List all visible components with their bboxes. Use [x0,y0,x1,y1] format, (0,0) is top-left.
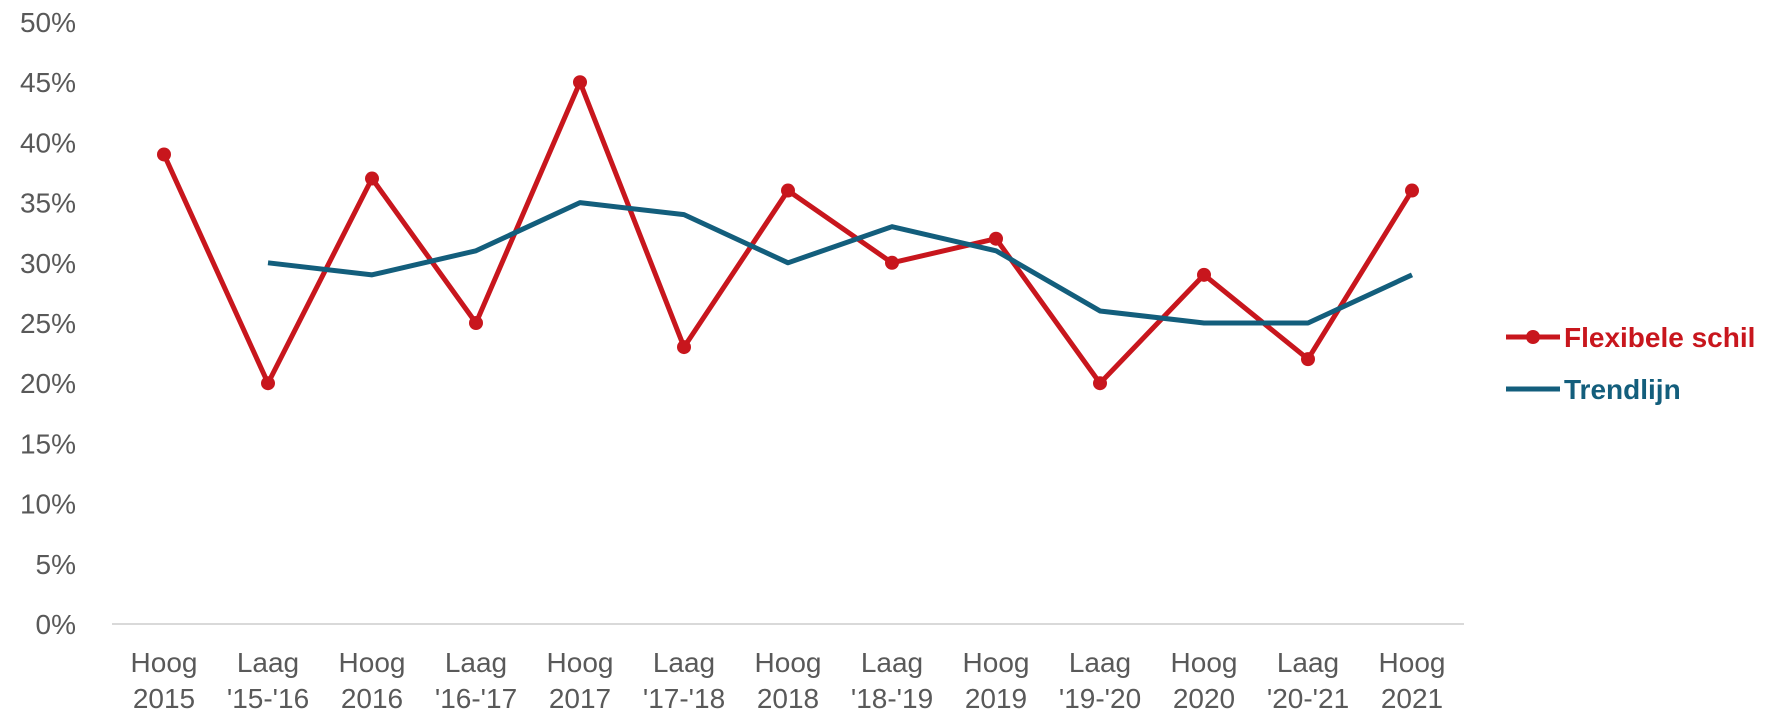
series-trendlijn [267,200,1414,326]
x-tick-label: Hoog [755,647,822,678]
series-layer [157,75,1419,391]
x-tick-label: Laag [1069,647,1131,678]
y-tick-label: 30% [20,248,76,279]
series-flexibele-schil [157,75,1419,391]
legend-label-trendlijn: Trendlijn [1564,374,1681,405]
x-tick-label: Hoog [963,647,1030,678]
legend-item-flexibele-schil: Flexibele schil [1506,322,1755,353]
x-tick-label: 2018 [757,683,819,713]
x-tick-label: '18-'19 [851,683,933,713]
data-point-flexibele-schil [365,171,379,186]
x-tick-label: 2020 [1173,683,1235,713]
y-tick-label: 25% [20,308,76,339]
series-line-flexibele-schil [161,79,1415,386]
data-point-flexibele-schil [885,255,899,270]
x-tick-label: '15-'16 [227,683,309,713]
y-tick-label: 50% [20,7,76,38]
x-tick-label: 2015 [133,683,195,713]
legend-label-flexibele-schil: Flexibele schil [1564,322,1755,353]
x-tick-label: Hoog [131,647,198,678]
x-tick-label: 2017 [549,683,611,713]
y-tick-label: 35% [20,188,76,219]
legend-marker-flexibele-schil [1526,330,1540,344]
data-point-flexibele-schil [677,340,691,355]
x-tick-label: Hoog [1379,647,1446,678]
y-tick-label: 10% [20,489,76,520]
legend-item-trendlijn: Trendlijn [1506,374,1681,405]
x-tick-label: Laag [445,647,507,678]
x-tick-label: Laag [861,647,923,678]
y-tick-label: 20% [20,368,76,399]
y-tick-label: 0% [36,609,76,640]
x-tick-label: Laag [237,647,299,678]
data-point-flexibele-schil [1405,183,1419,198]
y-tick-label: 5% [36,549,76,580]
y-tick-label: 45% [20,67,76,98]
x-tick-label: '19-'20 [1059,683,1141,713]
data-point-flexibele-schil [261,376,275,391]
data-point-flexibele-schil [1197,267,1211,282]
x-tick-label: 2016 [341,683,403,713]
y-tick-label: 40% [20,127,76,158]
data-point-flexibele-schil [989,231,1003,246]
legend: Flexibele schil Trendlijn [1506,322,1755,405]
x-tick-label: '16-'17 [435,683,517,713]
x-axis: Hoog 2015 Laag '15-'16 Hoog 2016 Laag '16-'17 Ho… [131,647,1446,713]
x-tick-label: '17-'18 [643,683,725,713]
data-point-flexibele-schil [1093,376,1107,391]
series-line-trendlijn [267,200,1414,326]
x-tick-label: Hoog [1171,647,1238,678]
x-tick-label: Hoog [339,647,406,678]
y-axis: 0% 5% 10% 15% 20% 25% 30% 35% 40% 45% 50% [20,7,76,640]
x-tick-label: '20-'21 [1267,683,1349,713]
x-tick-label: 2019 [965,683,1027,713]
data-point-flexibele-schil [157,147,171,162]
x-tick-label: Hoog [547,647,614,678]
data-point-flexibele-schil [469,316,483,330]
x-tick-label: Laag [653,647,715,678]
data-point-flexibele-schil [1301,352,1315,367]
data-point-flexibele-schil [573,75,587,90]
x-tick-label: Laag [1277,647,1339,678]
x-tick-label: 2021 [1381,683,1443,713]
data-point-flexibele-schil [781,183,795,198]
y-tick-label: 15% [20,428,76,459]
